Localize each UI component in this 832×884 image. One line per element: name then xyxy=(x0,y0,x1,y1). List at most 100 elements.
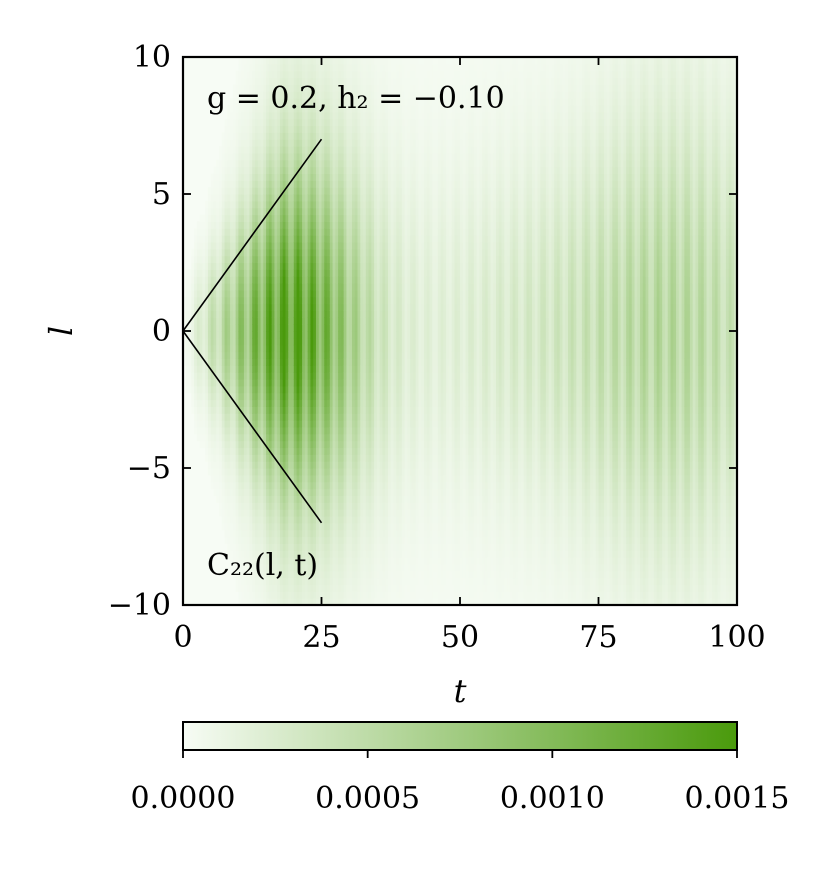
heatmap-cell xyxy=(252,426,256,435)
heatmap-cell xyxy=(235,385,239,394)
heatmap-cell xyxy=(246,70,251,79)
heatmap-cell xyxy=(227,536,231,544)
heatmap-cell xyxy=(221,132,226,140)
heatmap-cell xyxy=(230,152,234,161)
heatmap-cell xyxy=(227,337,231,346)
heatmap-cell xyxy=(210,303,215,312)
heatmap-cell xyxy=(246,180,251,188)
heatmap-cell xyxy=(230,125,234,133)
heatmap-cell xyxy=(238,317,242,325)
heatmap-cell xyxy=(255,276,259,284)
heatmap-cell xyxy=(241,413,245,421)
heatmap-cell xyxy=(243,303,248,312)
heatmap-cell xyxy=(210,180,215,188)
heatmap-cell xyxy=(255,481,259,490)
heatmap-cell xyxy=(252,577,256,586)
heatmap-cell xyxy=(260,598,264,605)
heatmap-cell xyxy=(216,255,220,264)
heatmap-cell xyxy=(210,474,215,483)
heatmap-cell xyxy=(260,166,264,175)
heatmap-cell xyxy=(221,187,226,195)
heatmap-cell xyxy=(216,289,220,298)
heatmap-cell xyxy=(230,509,234,517)
heatmap-cell xyxy=(241,399,245,407)
heatmap-cell xyxy=(246,194,251,202)
heatmap-cell xyxy=(257,440,262,449)
heatmap-cell xyxy=(252,104,256,113)
heatmap-cell xyxy=(221,214,226,222)
heatmap-cell xyxy=(243,420,248,428)
heatmap-cell xyxy=(249,139,253,147)
heatmap-cell xyxy=(216,296,220,305)
heatmap-cell xyxy=(260,283,264,291)
heatmap-cell xyxy=(249,584,253,592)
heatmap-cell xyxy=(260,180,264,188)
heatmap-cell xyxy=(221,385,226,394)
heatmap-cell xyxy=(183,351,187,359)
heatmap-cell xyxy=(216,303,220,312)
heatmap-cell xyxy=(255,454,259,462)
heatmap-cell xyxy=(219,214,223,222)
heatmap-cell xyxy=(210,194,215,202)
heatmap-cell xyxy=(207,447,212,455)
heatmap-cell xyxy=(235,440,239,449)
heatmap-cell xyxy=(260,570,264,579)
heatmap-cell xyxy=(241,132,245,140)
heatmap-cell xyxy=(241,447,245,455)
heatmap-cell xyxy=(230,132,234,140)
heatmap-cell xyxy=(230,515,234,524)
heatmap-cell xyxy=(246,413,251,421)
heatmap-cell xyxy=(260,98,264,106)
heatmap-cell xyxy=(232,331,237,339)
heatmap-cell xyxy=(194,283,198,291)
heatmap-cell xyxy=(224,468,228,476)
heatmap-cell xyxy=(255,509,259,517)
heatmap-cell xyxy=(249,248,253,257)
heatmap-cell xyxy=(255,91,259,99)
heatmap-cell xyxy=(232,200,237,209)
heatmap-cell xyxy=(243,146,248,154)
heatmap-cell xyxy=(213,426,217,435)
heatmap-cell xyxy=(255,180,259,188)
heatmap-cell xyxy=(196,337,201,346)
heatmap-cell xyxy=(205,447,209,455)
heatmap-cell xyxy=(210,255,215,264)
heatmap-cell xyxy=(230,221,234,229)
heatmap-cell xyxy=(221,331,226,339)
heatmap-cell xyxy=(199,289,203,298)
heatmap-cell xyxy=(207,324,212,332)
heatmap-cell xyxy=(243,173,248,181)
heatmap-cell xyxy=(257,461,262,469)
heatmap-cell xyxy=(210,378,215,387)
heatmap-cell xyxy=(232,228,237,236)
heatmap-cell xyxy=(196,351,201,359)
heatmap-cell xyxy=(252,235,256,243)
heatmap-cell xyxy=(232,132,237,140)
heatmap-cell xyxy=(260,228,264,236)
heatmap-cell xyxy=(252,509,256,517)
heatmap-cell xyxy=(243,235,248,243)
heatmap-cell xyxy=(246,228,251,236)
heatmap-cell xyxy=(246,495,251,503)
heatmap-cell xyxy=(202,248,206,257)
heatmap-cell xyxy=(205,358,209,366)
heatmap-cell xyxy=(216,399,220,407)
heatmap-cell xyxy=(216,385,220,394)
heatmap-cell xyxy=(224,495,228,503)
heatmap-cell xyxy=(249,529,253,538)
heatmap-cell xyxy=(235,180,239,188)
heatmap-cell xyxy=(238,488,242,496)
heatmap-cell xyxy=(252,461,256,469)
heatmap-cell xyxy=(196,426,201,435)
heatmap-cell xyxy=(252,495,256,503)
heatmap-cell xyxy=(205,269,209,277)
heatmap-cell xyxy=(249,481,253,490)
heatmap-cell xyxy=(243,536,248,544)
heatmap-cell xyxy=(252,584,256,592)
heatmap-cell xyxy=(221,146,226,154)
heatmap-cell xyxy=(210,468,215,476)
heatmap-cell xyxy=(246,461,251,469)
heatmap-cell xyxy=(263,584,267,592)
heatmap-cell xyxy=(249,331,253,339)
heatmap-cell xyxy=(230,194,234,202)
